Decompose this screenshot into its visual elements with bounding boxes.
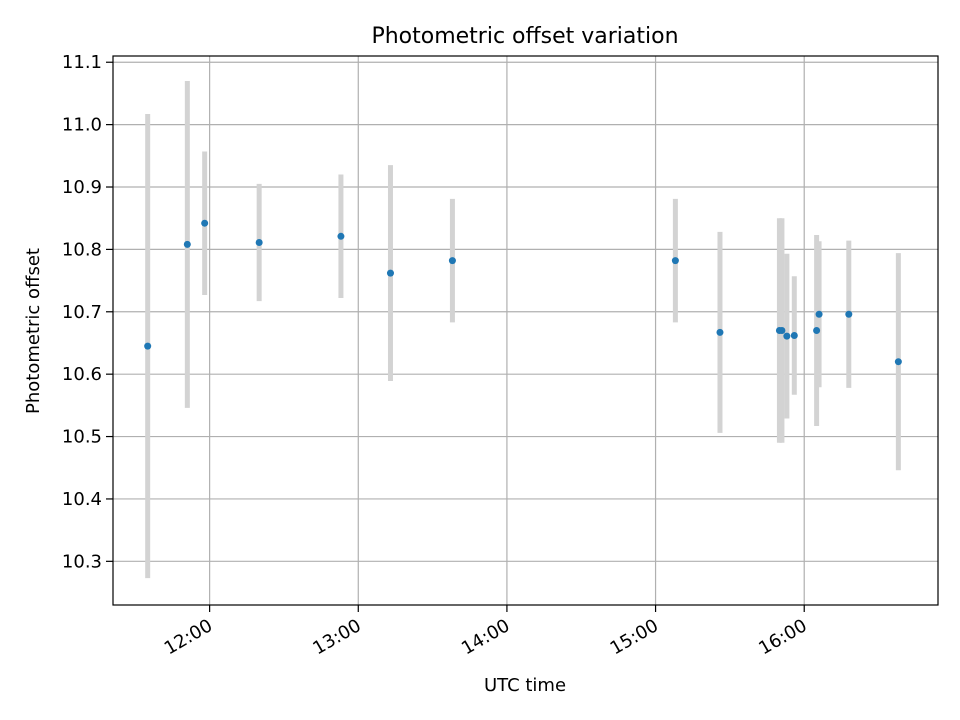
data-points: [144, 219, 902, 366]
data-point: [894, 358, 902, 366]
plot-frame: [112, 55, 939, 606]
y-tick-label: 10.4: [62, 489, 102, 510]
x-tick-label: 16:00: [755, 615, 810, 659]
data-point: [783, 332, 791, 340]
x-tick-label: 15:00: [607, 615, 662, 659]
y-axis: 10.3 10.4 10.5 10.6 10.7 10.8 10.9 11.0 11.1: [62, 52, 113, 572]
y-axis-label: Photometric offset: [23, 248, 44, 414]
x-tick-label: 14:00: [458, 615, 513, 659]
grid: [113, 56, 938, 605]
data-point: [815, 310, 823, 318]
y-tick-label: 10.5: [62, 427, 102, 448]
y-tick-label: 11.0: [62, 115, 102, 136]
y-tick-label: 10.7: [62, 302, 102, 323]
y-tick-label: 10.3: [62, 551, 102, 572]
y-tick-label: 10.8: [62, 239, 102, 260]
x-tick-label: 12:00: [161, 615, 216, 659]
data-point: [183, 240, 191, 248]
data-point: [716, 328, 724, 336]
y-tick-label: 10.6: [62, 364, 102, 385]
data-point: [386, 269, 394, 277]
data-point: [144, 342, 152, 350]
data-point: [255, 239, 263, 247]
y-tick-label: 10.9: [62, 177, 102, 198]
data-point: [813, 327, 821, 334]
data-point: [671, 257, 679, 265]
data-point: [845, 310, 853, 318]
x-axis-label: UTC time: [484, 675, 566, 696]
data-point: [448, 257, 456, 265]
data-point: [790, 331, 798, 339]
x-axis: 12:00 13:00 14:00 15:00 16:00: [161, 605, 811, 659]
chart-title: Photometric offset variation: [371, 24, 678, 49]
y-tick-label: 11.1: [62, 52, 102, 73]
x-tick-label: 13:00: [309, 615, 364, 659]
data-point: [778, 327, 786, 334]
data-point: [337, 232, 345, 240]
data-point: [201, 219, 209, 227]
error-bars: [145, 80, 901, 579]
